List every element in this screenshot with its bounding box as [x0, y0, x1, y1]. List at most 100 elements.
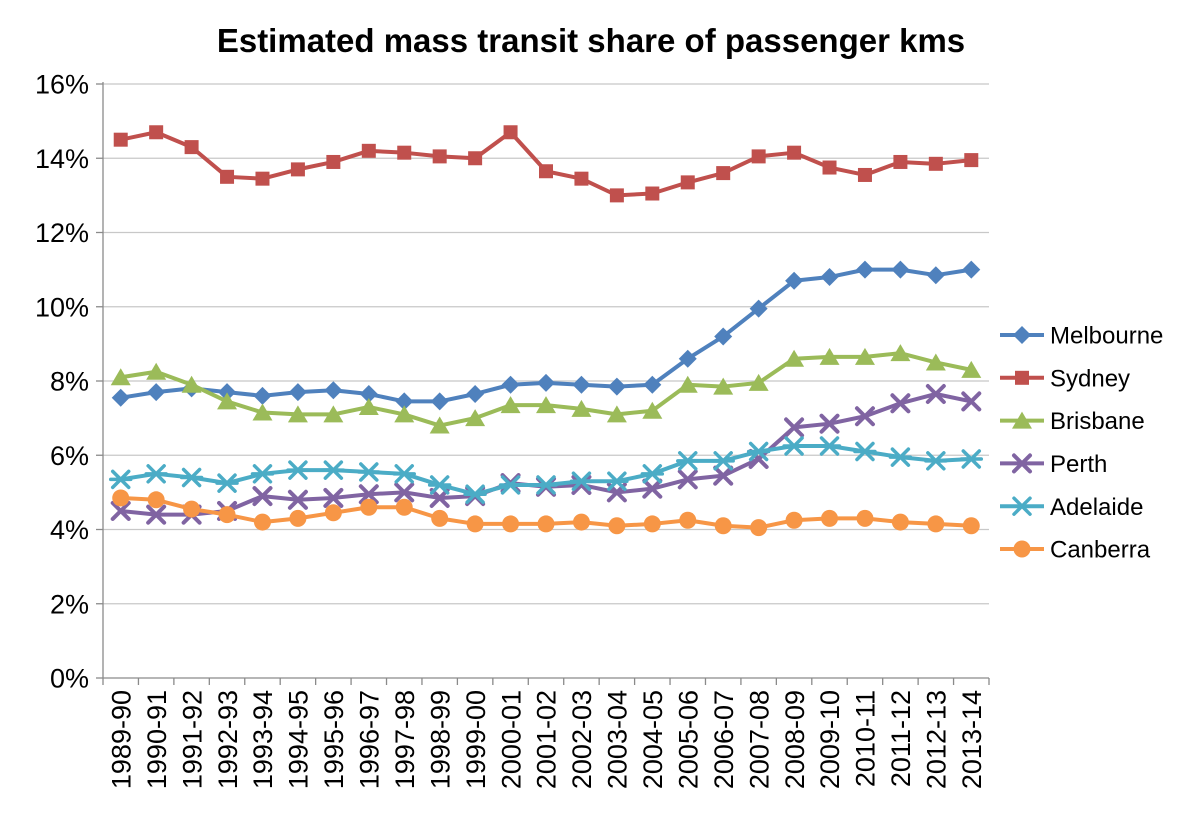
series-marker-diamond [430, 392, 449, 411]
series-marker-triangle [146, 362, 167, 380]
series-marker-diamond [288, 383, 307, 402]
series-marker-square [645, 186, 660, 201]
series-marker-star [463, 484, 487, 504]
series-marker-x [784, 417, 805, 438]
legend-item-sydney: Sydney [1000, 365, 1130, 392]
series-marker-square [787, 145, 802, 160]
y-axis-label: 2% [50, 589, 89, 619]
series-marker-diamond [359, 384, 378, 403]
series-marker-square [326, 154, 341, 169]
series-marker-triangle [536, 396, 556, 414]
series-marker-circle [253, 513, 271, 531]
series-marker-square [184, 140, 199, 155]
series-marker-circle [572, 513, 590, 531]
series-marker-diamond [395, 392, 414, 411]
series-marker-triangle [465, 409, 486, 427]
series-marker-circle [891, 513, 909, 531]
series-marker-triangle [713, 377, 734, 395]
legend-label: Adelaide [1050, 494, 1143, 521]
series-marker-x [819, 413, 840, 434]
series-marker-triangle [925, 353, 946, 371]
gridlines [103, 83, 989, 605]
legend-item-melbourne: Melbourne [1000, 323, 1163, 350]
series-marker-triangle [748, 373, 769, 391]
x-axis-label: 1991-92 [177, 690, 207, 789]
series-marker-star [321, 460, 346, 480]
series-marker-square [503, 125, 518, 140]
series-marker-circle [537, 515, 555, 533]
y-axis-label: 14% [35, 144, 89, 174]
x-axis-label: 1998-99 [425, 690, 455, 789]
series-marker-square [893, 154, 908, 169]
series-marker-star [817, 436, 842, 456]
series-marker-circle [962, 517, 980, 535]
series-marker-star [215, 473, 239, 493]
series-marker-star [357, 462, 381, 482]
x-axis-label: 2002-03 [567, 690, 597, 789]
series-marker-square [716, 166, 731, 181]
series-marker-square [680, 175, 695, 190]
series-marker-x [890, 393, 911, 414]
series-marker-diamond [253, 386, 272, 405]
series-marker-circle [927, 515, 945, 533]
series-marker-star [108, 469, 133, 490]
series-marker-triangle [961, 360, 982, 378]
series-marker-x [925, 383, 946, 404]
y-axis-label: 6% [50, 441, 89, 471]
series-marker-square [539, 164, 553, 179]
series-marker-diamond [324, 381, 343, 400]
series-marker-x [146, 504, 167, 525]
series-marker-circle [112, 489, 130, 507]
series-marker-diamond [218, 383, 237, 402]
series-marker-star [498, 475, 523, 495]
series-marker-triangle [642, 401, 663, 419]
series-marker-square [468, 151, 483, 166]
series-marker-diamond [643, 375, 662, 394]
series-marker-circle [431, 509, 449, 527]
series-marker-star [746, 441, 771, 462]
x-axis-label: 2009-10 [815, 690, 845, 789]
x-axis-label: 2011-12 [886, 690, 916, 787]
series-marker-x [642, 478, 663, 499]
series-marker-diamond [714, 327, 733, 346]
series-marker-circle [856, 509, 874, 527]
legend-label: Perth [1050, 451, 1107, 478]
axis-labels: 0% 2% 4% 6% 8% 10% 12% 14% 16% 1989-90 1990-91 1991… [35, 70, 987, 789]
legend-item-canberra: Canberra [1000, 537, 1151, 564]
series-marker-square [751, 149, 766, 164]
legend-label: Melbourne [1050, 323, 1163, 350]
series-marker-square [220, 169, 235, 184]
series-marker-triangle [287, 405, 308, 423]
x-axis-label: 2010-11 [851, 690, 881, 787]
series-marker-x [358, 484, 379, 505]
series-marker-star [711, 451, 735, 471]
series-marker-x [961, 391, 982, 412]
series-marker-triangle [854, 347, 875, 365]
series-marker-circle [608, 517, 626, 535]
series-marker-square [113, 132, 128, 147]
legend-item-brisbane: Brisbane [1000, 408, 1145, 435]
legend-label: Brisbane [1050, 408, 1145, 435]
series-marker-star [286, 460, 310, 480]
series-marker-square [1015, 370, 1029, 385]
series-marker-triangle [358, 397, 379, 415]
series-marker-star [427, 475, 452, 495]
series-marker-diamond [501, 375, 520, 394]
series-marker-x [110, 500, 131, 521]
series-marker-star [605, 471, 629, 491]
x-axis-label: 2000-01 [496, 690, 526, 789]
x-axis-label: 2004-05 [638, 690, 668, 789]
series-melbourne [111, 260, 981, 411]
series-marker-square [149, 125, 164, 140]
series-marker-triangle [323, 405, 344, 423]
data-series [108, 125, 984, 537]
series-marker-diamond [607, 377, 626, 396]
series-marker-triangle [110, 368, 131, 386]
series-marker-star [782, 436, 806, 456]
series-marker-star [144, 464, 168, 484]
series-marker-star [250, 464, 275, 484]
series-marker-triangle [606, 405, 627, 423]
series-canberra [112, 489, 980, 537]
series-marker-triangle [571, 399, 592, 417]
